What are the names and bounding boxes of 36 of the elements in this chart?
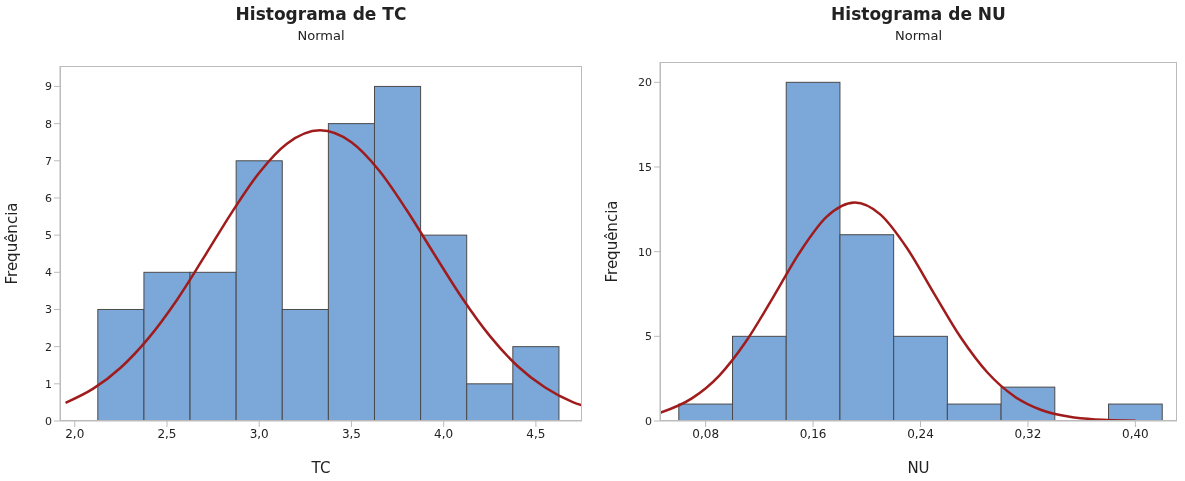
- y-tick-label: 15: [638, 160, 652, 174]
- x-tick-label: 2,0: [65, 426, 85, 441]
- y-axis-title: Frequência: [603, 200, 622, 283]
- y-tick-label: 20: [638, 76, 652, 90]
- y-axis-title: Frequência: [3, 202, 22, 285]
- x-tick-label: 0,24: [907, 426, 934, 441]
- x-tick-label: 4,0: [434, 426, 454, 441]
- y-tick-label: 8: [45, 117, 52, 131]
- y-tick-label: 1: [45, 377, 52, 391]
- x-tick-label: 0,16: [799, 426, 827, 441]
- y-tick-label: 5: [45, 229, 52, 243]
- chart-title: Histograma de TC: [234, 4, 408, 24]
- y-tick-label: 0: [645, 414, 652, 428]
- x-tick-label: 0,32: [1014, 426, 1042, 441]
- x-tick-label: 3,5: [341, 426, 361, 441]
- y-tick-label: 0: [45, 414, 52, 428]
- x-axis-title: NU: [907, 459, 930, 477]
- x-tick-label: 3,0: [249, 426, 269, 441]
- chart-title: Histograma de NU: [830, 4, 1007, 24]
- y-tick-label: 5: [645, 330, 652, 344]
- chart-subtitle: Normal: [296, 28, 346, 43]
- line-series: [660, 201, 1137, 421]
- y-tick-label: 10: [638, 245, 652, 259]
- y-tick-label: 2: [45, 340, 52, 354]
- x-axis-title: TC: [310, 459, 331, 477]
- x-tick-label: 4,5: [526, 426, 546, 441]
- y-tick-label: 6: [45, 191, 52, 205]
- x-tick-label: 2,5: [157, 426, 177, 441]
- x-tick-label: 0,08: [692, 426, 720, 441]
- chart-subtitle: Normal: [893, 28, 943, 43]
- y-tick-label: 9: [45, 80, 52, 94]
- line-series: [64, 129, 582, 407]
- y-tick-label: 3: [45, 303, 52, 317]
- y-tick-label: 7: [45, 154, 52, 168]
- x-tick-label: 0,40: [1122, 426, 1149, 441]
- y-tick-label: 4: [45, 266, 52, 280]
